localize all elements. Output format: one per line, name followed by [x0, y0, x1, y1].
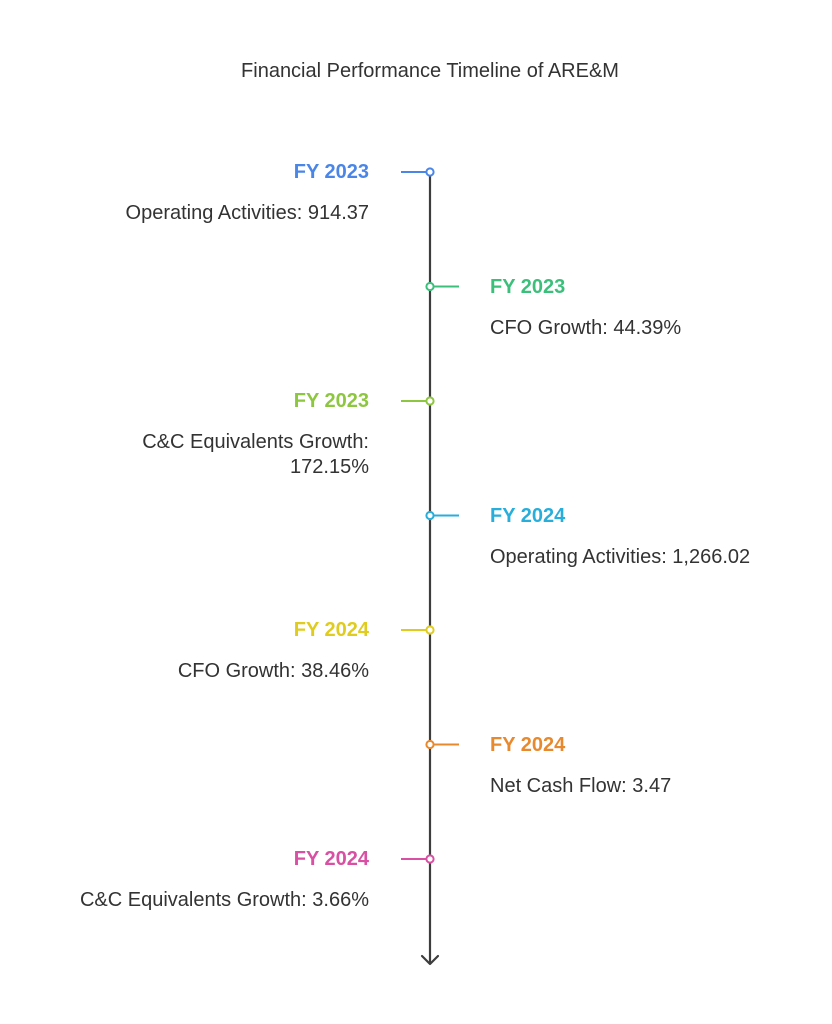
event-marker-3	[425, 396, 435, 406]
event-marker-6	[425, 739, 435, 750]
event-detail: Operating Activities: 1,266.02	[490, 546, 751, 568]
event-year: FY 2024	[490, 734, 566, 756]
event-marker-2	[425, 281, 435, 292]
event-detail: CFO Growth: 44.39%	[490, 317, 682, 339]
event-detail: C&C Equivalents Growth: 172.15%	[142, 431, 369, 478]
event-year: FY 2024	[293, 619, 369, 641]
event-detail: Net Cash Flow: 3.47	[490, 775, 672, 797]
timeline-event-7: FY 2024 C&C Equivalents Growth: 3.66%	[80, 847, 369, 913]
timeline-event-1: FY 2023 Operating Activities: 914.37	[126, 160, 369, 226]
event-marker-7	[425, 854, 435, 864]
event-detail: Operating Activities: 914.37	[125, 202, 369, 224]
timeline-event-3: FY 2023 C&C Equivalents Growth: 172.15%	[99, 389, 369, 480]
timeline-event-6: FY 2024 Net Cash Flow: 3.47	[490, 733, 671, 799]
timeline-arrowhead	[420, 954, 440, 966]
event-marker-1	[425, 167, 435, 177]
event-year: FY 2024	[490, 505, 566, 527]
event-year: FY 2023	[293, 390, 369, 412]
event-detail: C&C Equivalents Growth: 3.66%	[79, 889, 369, 911]
diagram-title: Financial Performance Timeline of ARE&M	[241, 60, 619, 82]
timeline-event-5: FY 2024 CFO Growth: 38.46%	[178, 618, 369, 684]
event-year: FY 2024	[293, 848, 369, 870]
event-marker-4	[425, 510, 435, 521]
event-detail: CFO Growth: 38.46%	[177, 660, 369, 682]
event-year: FY 2023	[293, 161, 369, 183]
event-year: FY 2023	[490, 276, 566, 298]
timeline-event-2: FY 2023 CFO Growth: 44.39%	[490, 275, 681, 341]
timeline-event-4: FY 2024 Operating Activities: 1,266.02	[490, 504, 750, 570]
event-marker-5	[425, 625, 435, 635]
